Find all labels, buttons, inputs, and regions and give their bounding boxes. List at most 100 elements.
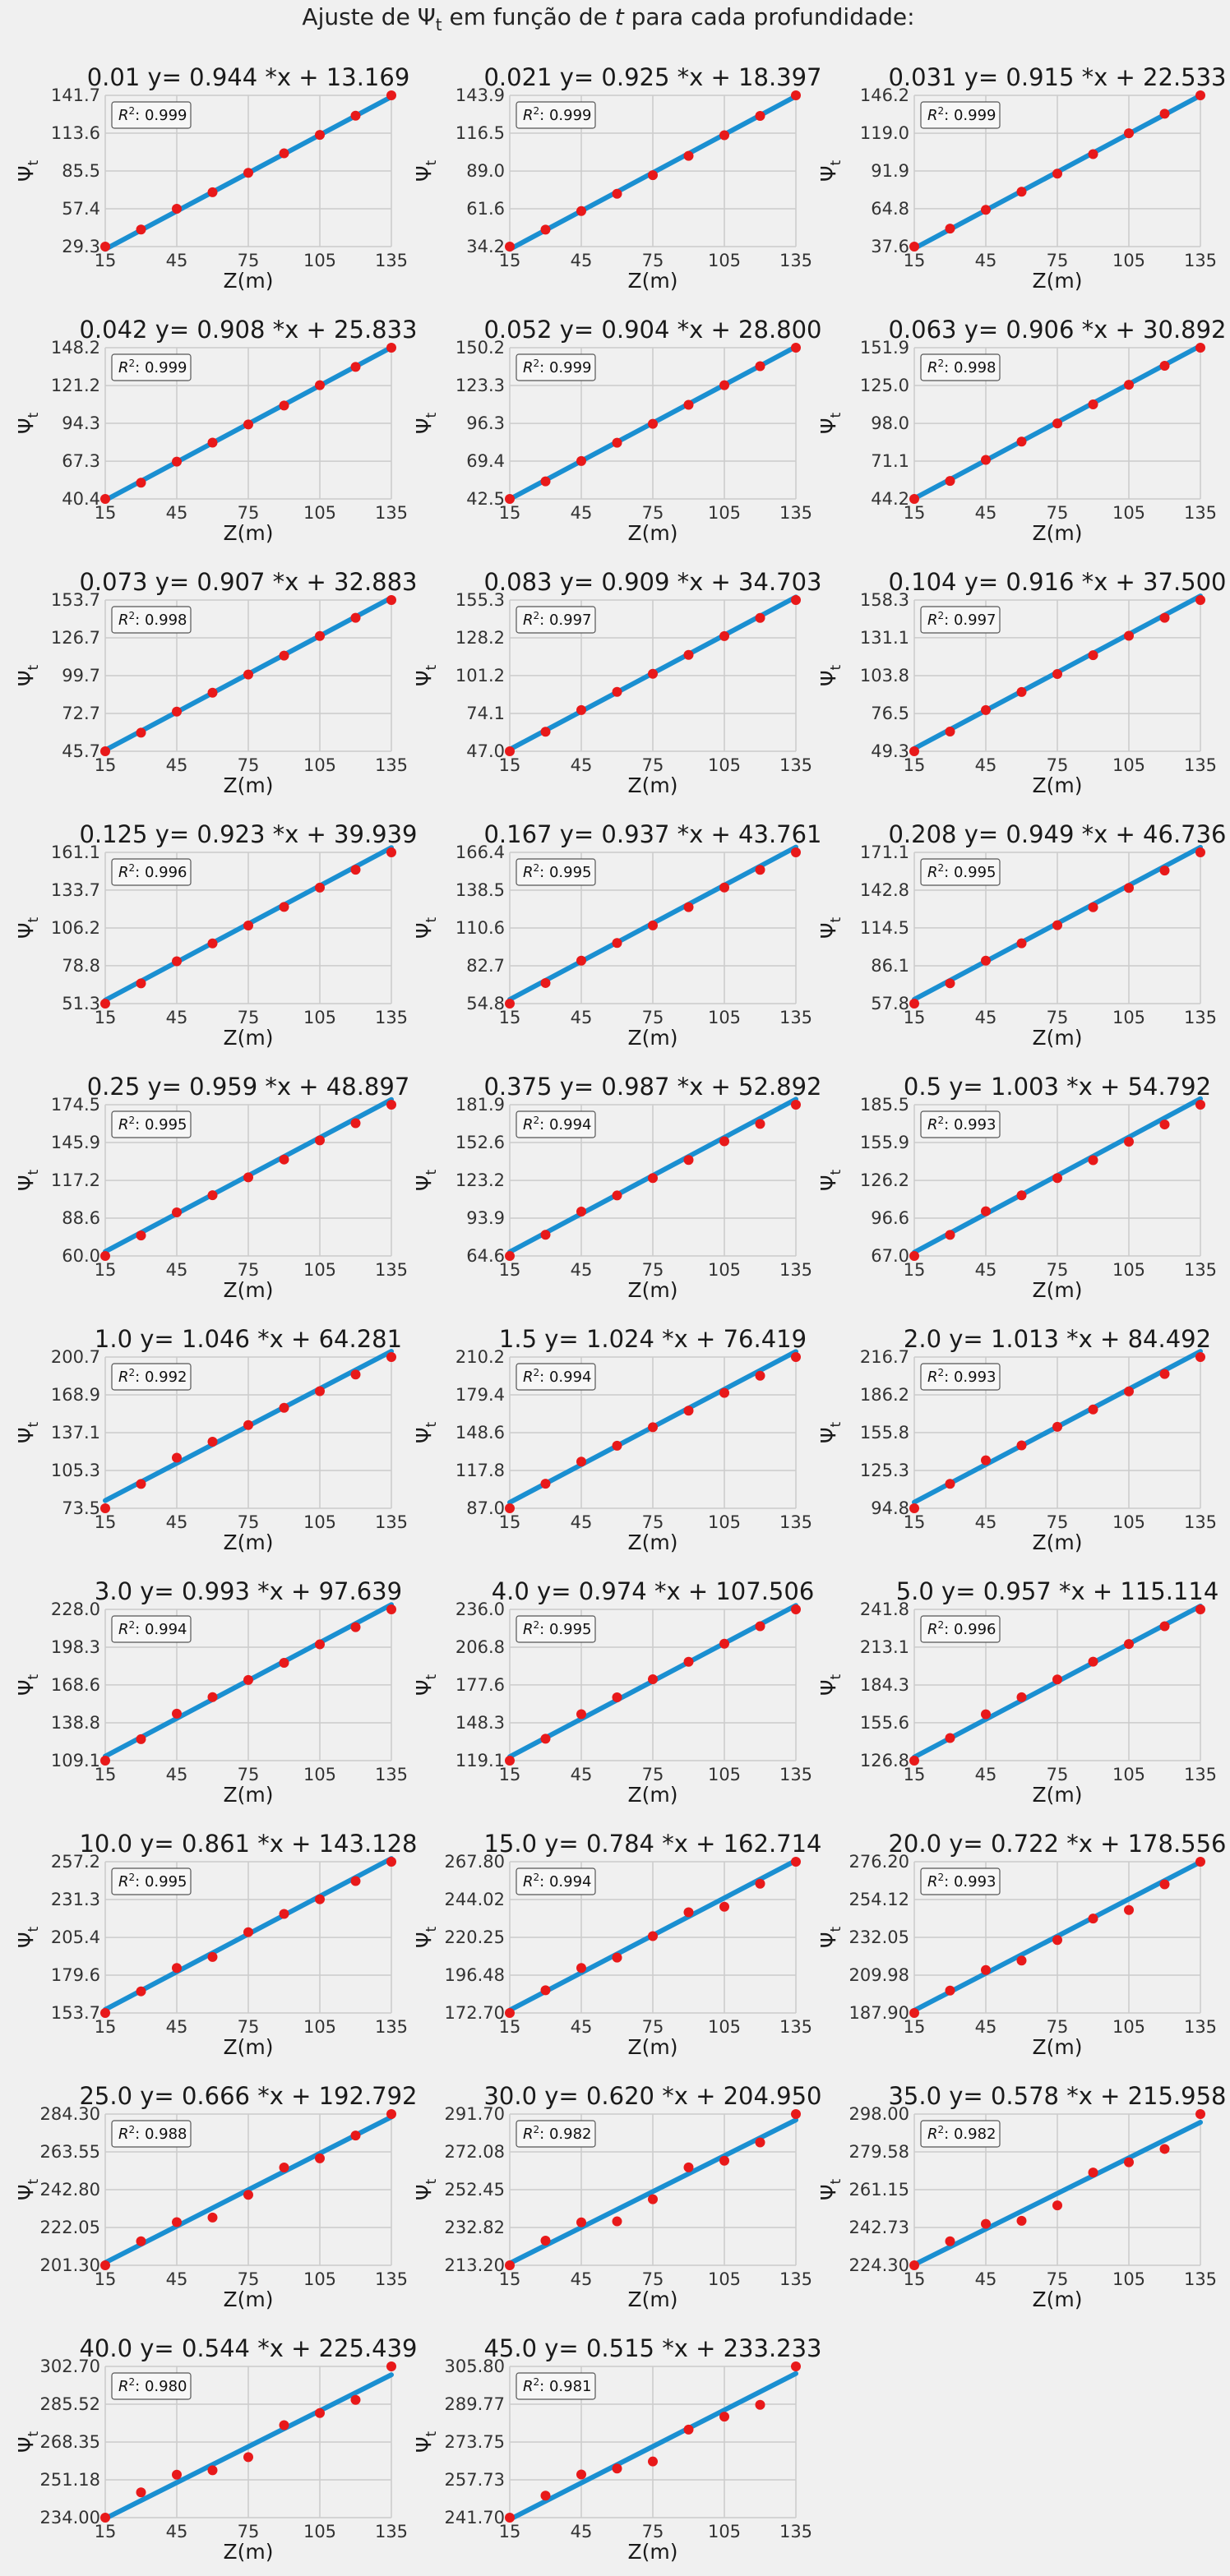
x-tick-label: 105 — [303, 503, 336, 523]
x-axis-label: Z(m) — [628, 269, 678, 293]
subplot-title: 35.0 y= 0.578 *x + 215.958 — [888, 2082, 1226, 2110]
x-axis-label: Z(m) — [628, 2287, 678, 2311]
data-point — [755, 1370, 765, 1381]
x-axis-label: Z(m) — [224, 2540, 274, 2564]
subplot-title: 0.208 y= 0.949 *x + 46.736 — [888, 820, 1226, 848]
data-point — [386, 2361, 396, 2371]
r2-annotation: R2: 0.994 — [118, 1619, 187, 1638]
x-tick-label: 135 — [1184, 1512, 1217, 1532]
x-tick-label: 45 — [975, 1260, 997, 1280]
r2-annotation-box — [516, 858, 596, 886]
data-point — [755, 2137, 765, 2148]
y-tick-label: 267.80 — [445, 1852, 505, 1872]
subplot-4: 0.042 y= 0.908 *x + 25.833 15 45 75 105 135 40… — [14, 316, 418, 545]
data-point — [315, 1639, 325, 1650]
data-point — [386, 1604, 396, 1614]
x-tick-label: 135 — [779, 1765, 812, 1784]
y-tick-label: 69.4 — [466, 451, 505, 471]
y-tick-label: 263.55 — [40, 2142, 100, 2162]
subplot-26: 30.0 y= 0.620 *x + 204.950 15 45 75 105 135 21… — [412, 2082, 822, 2311]
r2-annotation-box — [920, 858, 1001, 886]
x-tick-label: 15 — [95, 2017, 117, 2037]
y-tick-label: 128.2 — [455, 628, 505, 648]
data-point — [100, 999, 110, 1009]
data-point — [755, 110, 765, 121]
data-point — [981, 1964, 991, 1975]
r2-annotation: R2: 0.982 — [927, 2124, 996, 2143]
x-tick-label: 45 — [975, 251, 997, 270]
data-point — [683, 2424, 694, 2435]
data-point — [172, 204, 182, 214]
subplot-24: 20.0 y= 0.722 *x + 178.556 15 45 75 105 135 18… — [816, 1830, 1227, 2059]
data-point — [612, 686, 622, 697]
y-tick-label: 119.0 — [860, 123, 909, 143]
subplot-grid: 0.01 y= 0.944 *x + 13.169 15 45 75 105 135 29.… — [14, 63, 1227, 2564]
data-point — [1195, 1604, 1205, 1614]
data-point — [350, 1876, 361, 1886]
x-tick-label: 15 — [95, 1512, 117, 1532]
x-tick-label: 45 — [571, 1765, 593, 1784]
y-tick-label: 94.3 — [62, 413, 100, 433]
x-tick-label: 135 — [375, 1512, 408, 1532]
x-tick-label: 45 — [166, 1008, 188, 1027]
y-tick-label: 60.0 — [62, 1246, 100, 1266]
x-tick-label: 15 — [499, 2269, 521, 2289]
data-point — [1052, 1173, 1062, 1184]
data-point — [791, 1604, 801, 1614]
x-tick-label: 105 — [1112, 251, 1145, 270]
y-tick-label: 94.8 — [871, 1498, 909, 1518]
x-axis-label: Z(m) — [628, 2540, 678, 2564]
x-tick-label: 75 — [642, 1260, 664, 1280]
data-point — [386, 343, 396, 353]
x-tick-label: 75 — [238, 1512, 260, 1532]
y-tick-label: 106.2 — [51, 918, 100, 938]
data-point — [683, 1656, 694, 1667]
x-axis-label: Z(m) — [628, 1026, 678, 1050]
data-point — [207, 437, 218, 448]
y-axis-label: Ψt — [816, 1169, 844, 1191]
data-point — [612, 938, 622, 949]
data-point — [505, 1503, 515, 1513]
y-tick-label: 57.4 — [62, 199, 100, 219]
r2-annotation-box — [920, 1110, 1001, 1138]
y-axis-label: Ψt — [412, 159, 440, 182]
data-point — [1159, 2144, 1170, 2154]
y-tick-label: 126.7 — [51, 628, 100, 648]
data-point — [350, 2394, 361, 2405]
data-point — [1016, 1692, 1027, 1702]
data-point — [981, 704, 991, 715]
data-point — [136, 1733, 146, 1744]
data-point — [1016, 2215, 1027, 2226]
x-tick-label: 45 — [571, 251, 593, 270]
subplot-22: 10.0 y= 0.861 *x + 143.128 15 45 75 105 135 15… — [14, 1830, 418, 2059]
data-point — [909, 1503, 919, 1513]
data-point — [172, 456, 182, 467]
y-tick-label: 153.7 — [51, 590, 100, 610]
data-point — [1124, 380, 1134, 390]
data-point — [1088, 2167, 1098, 2178]
y-tick-label: 158.3 — [860, 590, 909, 610]
data-point — [648, 2194, 658, 2204]
y-axis-label: Ψt — [14, 1169, 42, 1191]
r2-annotation: R2: 0.992 — [118, 1367, 187, 1386]
data-point — [981, 205, 991, 215]
x-tick-label: 105 — [708, 2017, 741, 2037]
x-tick-label: 15 — [904, 1512, 926, 1532]
x-tick-label: 15 — [95, 755, 117, 775]
subplot-20: 4.0 y= 0.974 *x + 107.506 15 45 75 105 135 119… — [412, 1577, 814, 1807]
x-axis-label: Z(m) — [224, 2035, 274, 2059]
data-point — [1159, 1621, 1170, 1632]
x-tick-label: 75 — [642, 1008, 664, 1027]
x-tick-label: 135 — [1184, 1008, 1217, 1027]
subplot-title: 0.5 y= 1.003 *x + 54.792 — [904, 1073, 1211, 1101]
y-tick-label: 89.0 — [466, 161, 505, 181]
data-point — [719, 2155, 729, 2166]
subplot-25: 25.0 y= 0.666 *x + 192.792 15 45 75 105 135 20… — [14, 2082, 418, 2311]
data-point — [136, 224, 146, 235]
subplot-21: 5.0 y= 0.957 *x + 115.114 15 45 75 105 135 126… — [816, 1577, 1218, 1807]
x-tick-label: 135 — [375, 1260, 408, 1280]
x-axis-label: Z(m) — [1033, 1530, 1083, 1554]
subplot-8: 0.083 y= 0.909 *x + 34.703 15 45 75 105 135 47… — [412, 568, 822, 797]
data-point — [909, 1756, 919, 1766]
